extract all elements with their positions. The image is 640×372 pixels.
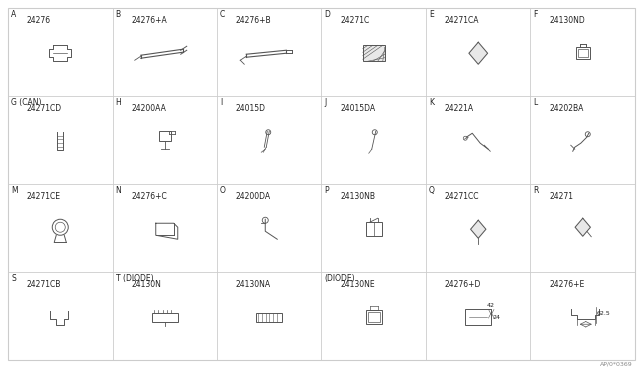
Text: 62.5: 62.5 xyxy=(596,311,611,316)
Text: 24271CC: 24271CC xyxy=(445,192,479,201)
Text: 24015DA: 24015DA xyxy=(340,103,376,113)
Bar xyxy=(363,45,385,61)
Text: 24276+B: 24276+B xyxy=(236,16,271,25)
Text: 24276+D: 24276+D xyxy=(445,280,481,289)
Text: 24276+C: 24276+C xyxy=(131,192,167,201)
Text: Q: Q xyxy=(429,186,435,195)
Text: A: A xyxy=(11,10,16,19)
Text: 24015D: 24015D xyxy=(236,103,266,113)
Text: F: F xyxy=(534,10,538,19)
Text: S: S xyxy=(11,274,16,283)
Bar xyxy=(159,131,171,141)
Bar xyxy=(152,313,178,322)
Text: 24130NA: 24130NA xyxy=(236,280,271,289)
Text: T (DIODE): T (DIODE) xyxy=(115,274,153,283)
Bar xyxy=(368,312,380,322)
Text: O: O xyxy=(220,186,226,195)
Text: 24130NE: 24130NE xyxy=(340,280,375,289)
Text: 24130ND: 24130ND xyxy=(549,16,585,25)
Text: 24271CE: 24271CE xyxy=(27,192,61,201)
Text: 24: 24 xyxy=(492,315,500,320)
Text: M: M xyxy=(11,186,18,195)
Text: E: E xyxy=(429,10,434,19)
Bar xyxy=(576,47,589,59)
Text: 24200DA: 24200DA xyxy=(236,192,271,201)
Text: 24271: 24271 xyxy=(549,192,573,201)
Bar xyxy=(578,49,588,57)
Text: 24200AA: 24200AA xyxy=(131,103,166,113)
Text: 24276+E: 24276+E xyxy=(549,280,584,289)
Text: I: I xyxy=(220,98,222,107)
Text: P: P xyxy=(324,186,329,195)
Text: 24271CA: 24271CA xyxy=(445,16,479,25)
Bar xyxy=(256,313,282,322)
Polygon shape xyxy=(470,220,486,238)
Text: (DIODE): (DIODE) xyxy=(324,274,355,283)
Text: 24202BA: 24202BA xyxy=(549,103,584,113)
Polygon shape xyxy=(469,42,488,64)
Text: K: K xyxy=(429,98,434,107)
Text: N: N xyxy=(115,186,121,195)
Bar xyxy=(465,309,492,325)
Text: 24276: 24276 xyxy=(27,16,51,25)
Text: R: R xyxy=(534,186,539,195)
Text: AP/0*0369: AP/0*0369 xyxy=(600,361,633,366)
Text: H: H xyxy=(115,98,121,107)
Text: D: D xyxy=(324,10,330,19)
Text: 24271CD: 24271CD xyxy=(27,103,62,113)
Bar xyxy=(365,310,381,324)
Text: 24130N: 24130N xyxy=(131,280,161,289)
Text: B: B xyxy=(115,10,120,19)
Text: 24271C: 24271C xyxy=(340,16,369,25)
Bar xyxy=(365,222,381,236)
Polygon shape xyxy=(575,218,590,236)
Text: C: C xyxy=(220,10,225,19)
Text: 42: 42 xyxy=(486,303,494,308)
Text: L: L xyxy=(534,98,538,107)
Text: 24130NB: 24130NB xyxy=(340,192,375,201)
Text: J: J xyxy=(324,98,327,107)
Text: 24271CB: 24271CB xyxy=(27,280,61,289)
Text: 24221A: 24221A xyxy=(445,103,474,113)
Text: G (CAN): G (CAN) xyxy=(11,98,42,107)
Text: 24276+A: 24276+A xyxy=(131,16,167,25)
